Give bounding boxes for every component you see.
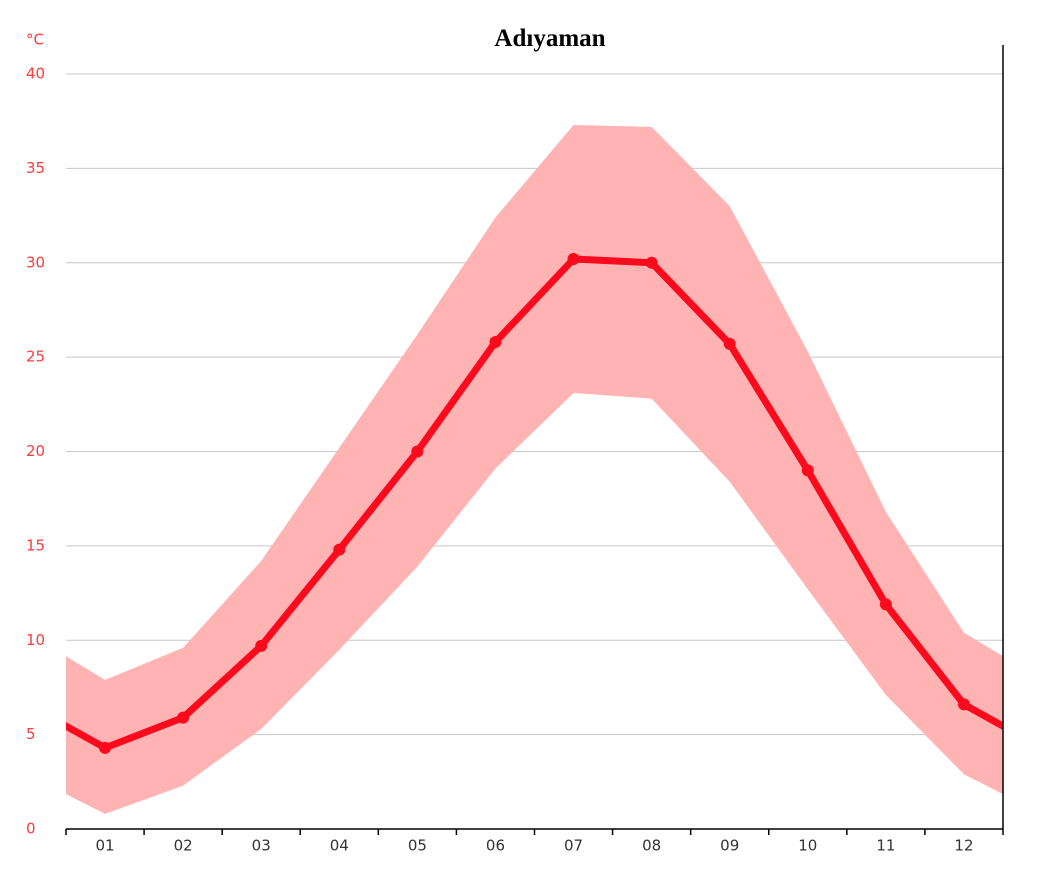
y-tick-label: 20 [26, 442, 45, 460]
x-tick-label: 11 [876, 837, 895, 855]
x-tick-label: 10 [798, 837, 817, 855]
point [177, 711, 190, 724]
point [957, 698, 970, 711]
y-tick-label: 25 [26, 348, 45, 366]
point [333, 543, 346, 556]
point [255, 639, 268, 652]
point [879, 598, 892, 611]
x-tick-label: 03 [252, 837, 271, 855]
point [567, 252, 580, 265]
y-tick-label: 30 [26, 253, 45, 271]
y-tick-label: 15 [26, 536, 45, 554]
y-tick-label: 40 [26, 65, 45, 83]
point [411, 445, 424, 458]
x-tick-label: 02 [174, 837, 193, 855]
x-tick-label: 12 [954, 837, 973, 855]
x-tick-label: 09 [720, 837, 739, 855]
point [489, 336, 502, 349]
x-tick-label: 04 [330, 837, 349, 855]
y-tick-label: 10 [26, 631, 45, 649]
point [723, 337, 736, 350]
y-tick-label: 5 [26, 725, 36, 743]
y-unit: °C [26, 31, 44, 49]
x-tick-label: 07 [564, 837, 583, 855]
x-tick-label: 05 [408, 837, 427, 855]
point [645, 256, 658, 269]
x-tick-label: 08 [642, 837, 661, 855]
y-tick-label: 35 [26, 159, 45, 177]
point [99, 741, 112, 754]
x-tick-label: 06 [486, 837, 505, 855]
chart-title: Adıyaman [494, 25, 605, 52]
x-tick-label: 01 [95, 837, 114, 855]
mean-line [103, 255, 967, 752]
mean-line-wrap [66, 722, 109, 752]
range-band [105, 124, 964, 814]
point [801, 464, 814, 477]
y-tick-label: 0 [26, 820, 36, 838]
